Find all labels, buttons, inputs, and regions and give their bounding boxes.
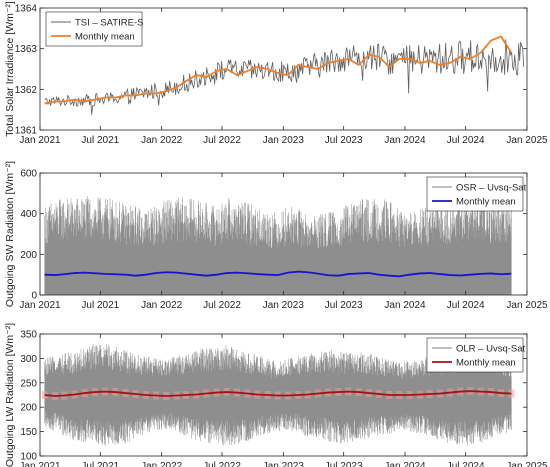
series-monthly-mean — [44, 390, 512, 397]
x-tick-label: Jan 2024 — [384, 461, 426, 467]
x-tick-label: Jul 2023 — [325, 135, 363, 146]
x-tick-label: Jan 2021 — [19, 135, 61, 146]
x-tick-label: Jul 2023 — [325, 300, 363, 311]
y-axis-label: Outgoing SW Radiation [Wm⁻²] — [4, 161, 16, 307]
x-tick-label: Jan 2023 — [263, 461, 305, 467]
plot-series — [41, 344, 515, 446]
x-tick-label: Jul 2021 — [81, 300, 119, 311]
x-tick-label: Jan 2023 — [263, 135, 305, 146]
legend-entry-label: TSI – SATIRE-S — [75, 17, 143, 28]
x-tick-label: Jul 2022 — [203, 300, 241, 311]
legend-entry-label: OSR – Uvsq-Sat — [456, 182, 527, 193]
chart-panel-3: Jan 2021 Jul 2021 Jan 2022 Jul 2022 Jan 2023… — [4, 323, 548, 467]
y-tick-label: 1363 — [15, 44, 38, 55]
chart-panel-2: Jan 2021 Jul 2021 Jan 2022 Jul 2022 Jan 2023… — [4, 161, 548, 311]
x-tick-label: Jul 2021 — [81, 461, 119, 467]
y-tick-label: 150 — [20, 427, 37, 438]
x-tick-label: Jul 2022 — [203, 461, 241, 467]
x-tick-label: Jul 2024 — [447, 461, 485, 467]
x-tick-label: Jan 2021 — [19, 300, 61, 311]
legend-entry-label: Monthly mean — [456, 357, 516, 368]
monthly-mean-error-bar — [41, 391, 48, 399]
legend: TSI – SATIRE-S Monthly mean — [45, 11, 143, 47]
x-tick-label: Jan 2022 — [141, 135, 183, 146]
x-tick-label: Jan 2025 — [506, 135, 548, 146]
plot-series — [44, 196, 512, 295]
legend: OSR – Uvsq-Sat Monthly mean — [426, 176, 527, 212]
y-tick-label: 1361 — [15, 126, 38, 137]
legend-entry-label: OLR – Uvsq-Sat — [456, 343, 526, 354]
x-tick-label: Jan 2025 — [506, 300, 548, 311]
series-osr-daily-band — [44, 196, 512, 295]
legend-entry-label: Monthly mean — [75, 31, 135, 42]
x-tick-label: Jan 2025 — [506, 461, 548, 467]
legend-box — [426, 337, 524, 373]
x-tick-label: Jan 2023 — [263, 300, 305, 311]
plot-series — [44, 35, 525, 115]
x-tick-label: Jan 2022 — [141, 461, 183, 467]
x-tick-label: Jul 2024 — [447, 135, 485, 146]
y-axis-label: Outgoing LW Radiation [Wm⁻²] — [4, 323, 16, 467]
y-tick-label: 200 — [20, 250, 37, 261]
monthly-mean-error-bar — [508, 389, 515, 398]
legend: OLR – Uvsq-Sat Monthly mean — [426, 337, 526, 373]
y-tick-label: 1362 — [15, 85, 38, 96]
y-tick-label: 1364 — [15, 4, 38, 15]
series-tsi-daily — [44, 39, 525, 115]
legend-entry-label: Monthly mean — [456, 196, 516, 207]
chart-panel-1: Jan 2021 Jul 2021 Jan 2022 Jul 2022 Jan 2023… — [4, 1, 548, 146]
y-axis-label: Total Solar Irradiance [Wm⁻²] — [4, 1, 16, 137]
x-tick-label: Jul 2022 — [203, 135, 241, 146]
y-tick-label: 400 — [20, 209, 37, 220]
x-tick-label: Jul 2024 — [447, 300, 485, 311]
series-monthly-mean — [44, 270, 512, 278]
series-monthly-mean — [44, 35, 513, 105]
y-tick-label: 350 — [20, 330, 37, 341]
x-tick-label: Jan 2024 — [384, 135, 426, 146]
y-tick-label: 300 — [20, 354, 37, 365]
y-tick-label: 600 — [20, 169, 37, 180]
x-tick-label: Jan 2024 — [384, 300, 426, 311]
legend-box — [45, 11, 143, 47]
legend-box — [426, 176, 524, 212]
y-tick-label: 200 — [20, 403, 37, 414]
x-tick-label: Jan 2021 — [19, 461, 61, 467]
x-tick-label: Jul 2021 — [81, 135, 119, 146]
y-tick-label: 250 — [20, 378, 37, 389]
y-tick-label: 100 — [20, 452, 37, 463]
x-tick-label: Jan 2022 — [141, 300, 183, 311]
y-tick-label: 0 — [31, 291, 37, 302]
x-tick-label: Jul 2023 — [325, 461, 363, 467]
